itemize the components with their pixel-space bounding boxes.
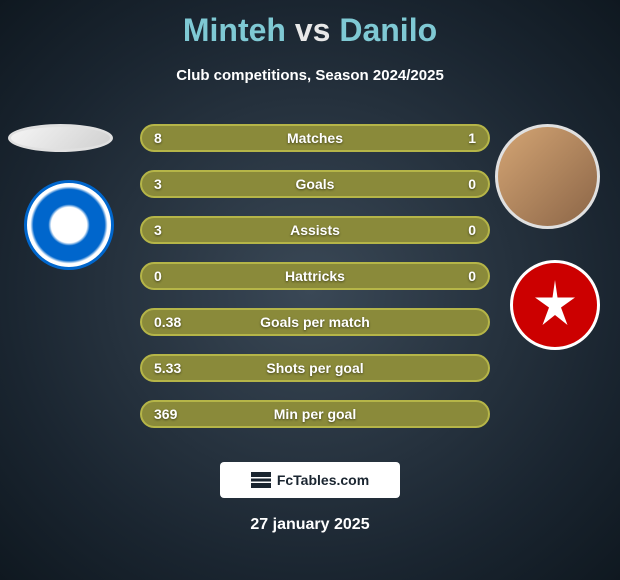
- stat-label: Hattricks: [285, 268, 345, 284]
- stat-label: Goals: [296, 176, 335, 192]
- stat-left-value: 369: [154, 406, 177, 422]
- stats-container: 8 Matches 1 3 Goals 0 3 Assists 0 0 Hatt…: [140, 124, 490, 446]
- stat-left-value: 0: [154, 268, 162, 284]
- stat-left-value: 3: [154, 176, 162, 192]
- stat-label: Matches: [287, 130, 343, 146]
- stat-row-goals: 3 Goals 0: [140, 170, 490, 198]
- player1-name: Minteh: [183, 12, 286, 48]
- footer-logo: FcTables.com: [220, 462, 400, 498]
- stat-label: Min per goal: [274, 406, 356, 422]
- title-vs: vs: [295, 12, 331, 48]
- stat-right-value: 0: [468, 222, 476, 238]
- stat-left-value: 0.38: [154, 314, 181, 330]
- stat-right-value: 1: [468, 130, 476, 146]
- footer-date: 27 january 2025: [250, 516, 369, 534]
- stat-right-value: 0: [468, 268, 476, 284]
- player2-club-badge: [510, 260, 600, 350]
- footer-logo-text: FcTables.com: [277, 472, 369, 488]
- stat-row-shots-per-goal: 5.33 Shots per goal: [140, 354, 490, 382]
- stat-row-goals-per-match: 0.38 Goals per match: [140, 308, 490, 336]
- stat-label: Assists: [290, 222, 340, 238]
- stat-row-assists: 3 Assists 0: [140, 216, 490, 244]
- stat-row-min-per-goal: 369 Min per goal: [140, 400, 490, 428]
- subtitle: Club competitions, Season 2024/2025: [0, 67, 620, 84]
- stat-label: Shots per goal: [266, 360, 363, 376]
- player1-club-badge: [24, 180, 114, 270]
- stat-left-value: 3: [154, 222, 162, 238]
- player2-name: Danilo: [339, 12, 437, 48]
- player1-photo: [8, 124, 113, 152]
- player2-photo: [495, 124, 600, 229]
- stat-label: Goals per match: [260, 314, 370, 330]
- stat-row-matches: 8 Matches 1: [140, 124, 490, 152]
- stat-left-value: 8: [154, 130, 162, 146]
- stat-left-value: 5.33: [154, 360, 181, 376]
- stat-row-hattricks: 0 Hattricks 0: [140, 262, 490, 290]
- stat-right-value: 0: [468, 176, 476, 192]
- comparison-title: Minteh vs Danilo: [0, 0, 620, 49]
